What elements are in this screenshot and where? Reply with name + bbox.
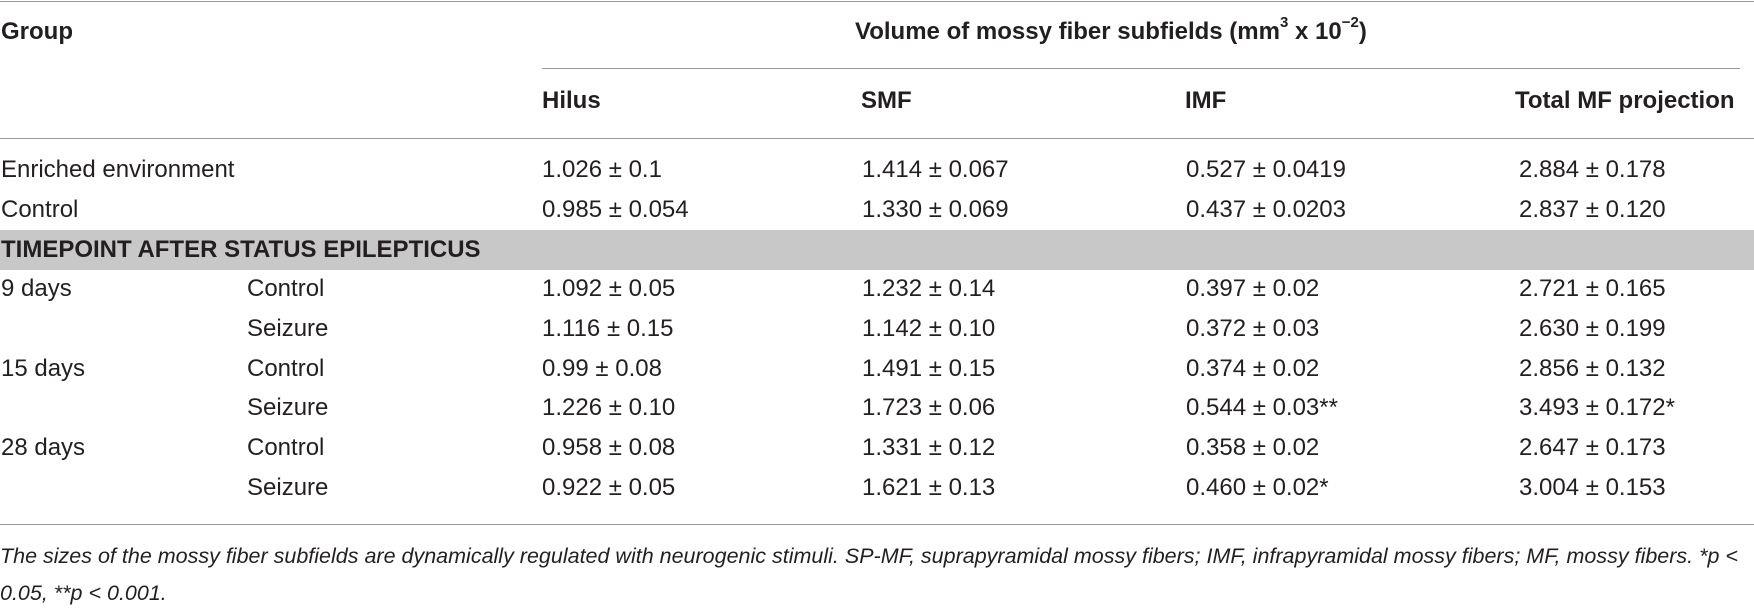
cell-total: 3.004 ± 0.153	[1519, 474, 1666, 501]
column-header-hilus: Hilus	[542, 87, 601, 114]
cell-imf: 0.460 ± 0.02*	[1186, 474, 1329, 501]
cell-smf: 1.331 ± 0.12	[862, 434, 996, 461]
cell-imf: 0.527 ± 0.0419	[1186, 156, 1346, 183]
cell-hilus: 1.026 ± 0.1	[542, 156, 662, 183]
row-group-label: Enriched environment	[1, 156, 235, 183]
cell-total: 2.837 ± 0.120	[1519, 196, 1666, 223]
cell-hilus: 1.226 ± 0.10	[542, 394, 676, 421]
condition-label: Seizure	[247, 315, 329, 342]
cell-hilus: 1.092 ± 0.05	[542, 275, 676, 302]
timepoint-label: 28 days	[1, 434, 86, 461]
timepoint-label: 15 days	[1, 355, 86, 382]
cell-total: 2.884 ± 0.178	[1519, 156, 1666, 183]
cell-imf: 0.437 ± 0.0203	[1186, 196, 1346, 223]
group-header: Group	[1, 18, 73, 45]
cell-imf: 0.374 ± 0.02	[1186, 355, 1320, 382]
cell-smf: 1.621 ± 0.13	[862, 474, 996, 501]
row-group-label: Control	[1, 196, 79, 223]
condition-label: Control	[247, 434, 325, 461]
table-caption: The sizes of the mossy fiber subfields a…	[0, 544, 1738, 605]
cell-imf: 0.358 ± 0.02	[1186, 434, 1320, 461]
cell-smf: 1.491 ± 0.15	[862, 355, 996, 382]
column-header-imf: IMF	[1185, 87, 1227, 114]
volume-title-exp1: 3	[1279, 14, 1289, 31]
cell-hilus: 0.958 ± 0.08	[542, 434, 676, 461]
cell-total: 2.630 ± 0.199	[1519, 315, 1666, 342]
cell-total: 2.856 ± 0.132	[1519, 355, 1666, 382]
top-rule	[0, 1, 1754, 2]
column-header-smf: SMF	[861, 87, 912, 114]
column-header-total: Total MF projection	[1515, 87, 1735, 114]
cell-smf: 1.330 ± 0.069	[862, 196, 1009, 223]
volume-title-mid: x 10	[1288, 18, 1342, 45]
cell-imf: 0.372 ± 0.03	[1186, 315, 1320, 342]
cell-smf: 1.142 ± 0.10	[862, 315, 996, 342]
cell-smf: 1.414 ± 0.067	[862, 156, 1009, 183]
condition-label: Control	[247, 275, 325, 302]
condition-label: Seizure	[247, 394, 329, 421]
cell-imf: 0.544 ± 0.03**	[1186, 394, 1338, 421]
cell-total: 2.721 ± 0.165	[1519, 275, 1666, 302]
cell-imf: 0.397 ± 0.02	[1186, 275, 1320, 302]
cell-total: 2.647 ± 0.173	[1519, 434, 1666, 461]
cell-hilus: 0.99 ± 0.08	[542, 355, 662, 382]
cell-total: 3.493 ± 0.172*	[1519, 394, 1675, 421]
volume-title-exp2: −2	[1341, 14, 1359, 31]
timepoint-label: 9 days	[1, 275, 72, 302]
cell-hilus: 1.116 ± 0.15	[542, 315, 674, 342]
volume-title-text: Volume of mossy fiber subfields (mm	[855, 18, 1280, 45]
cell-smf: 1.232 ± 0.14	[862, 275, 996, 302]
cell-smf: 1.723 ± 0.06	[862, 394, 996, 421]
volume-header: Volume of mossy fiber subfields (mm3 x 1…	[855, 15, 1367, 46]
section-label: TIMEPOINT AFTER STATUS EPILEPTICUS	[1, 236, 481, 263]
volume-title-close: )	[1358, 18, 1367, 45]
header-bottom-rule	[0, 138, 1754, 139]
subheader-rule	[542, 68, 1740, 69]
cell-hilus: 0.922 ± 0.05	[542, 474, 676, 501]
cell-hilus: 0.985 ± 0.054	[542, 196, 689, 223]
table-bottom-rule	[0, 524, 1754, 525]
section-band	[0, 230, 1754, 270]
condition-label: Control	[247, 355, 325, 382]
condition-label: Seizure	[247, 474, 329, 501]
